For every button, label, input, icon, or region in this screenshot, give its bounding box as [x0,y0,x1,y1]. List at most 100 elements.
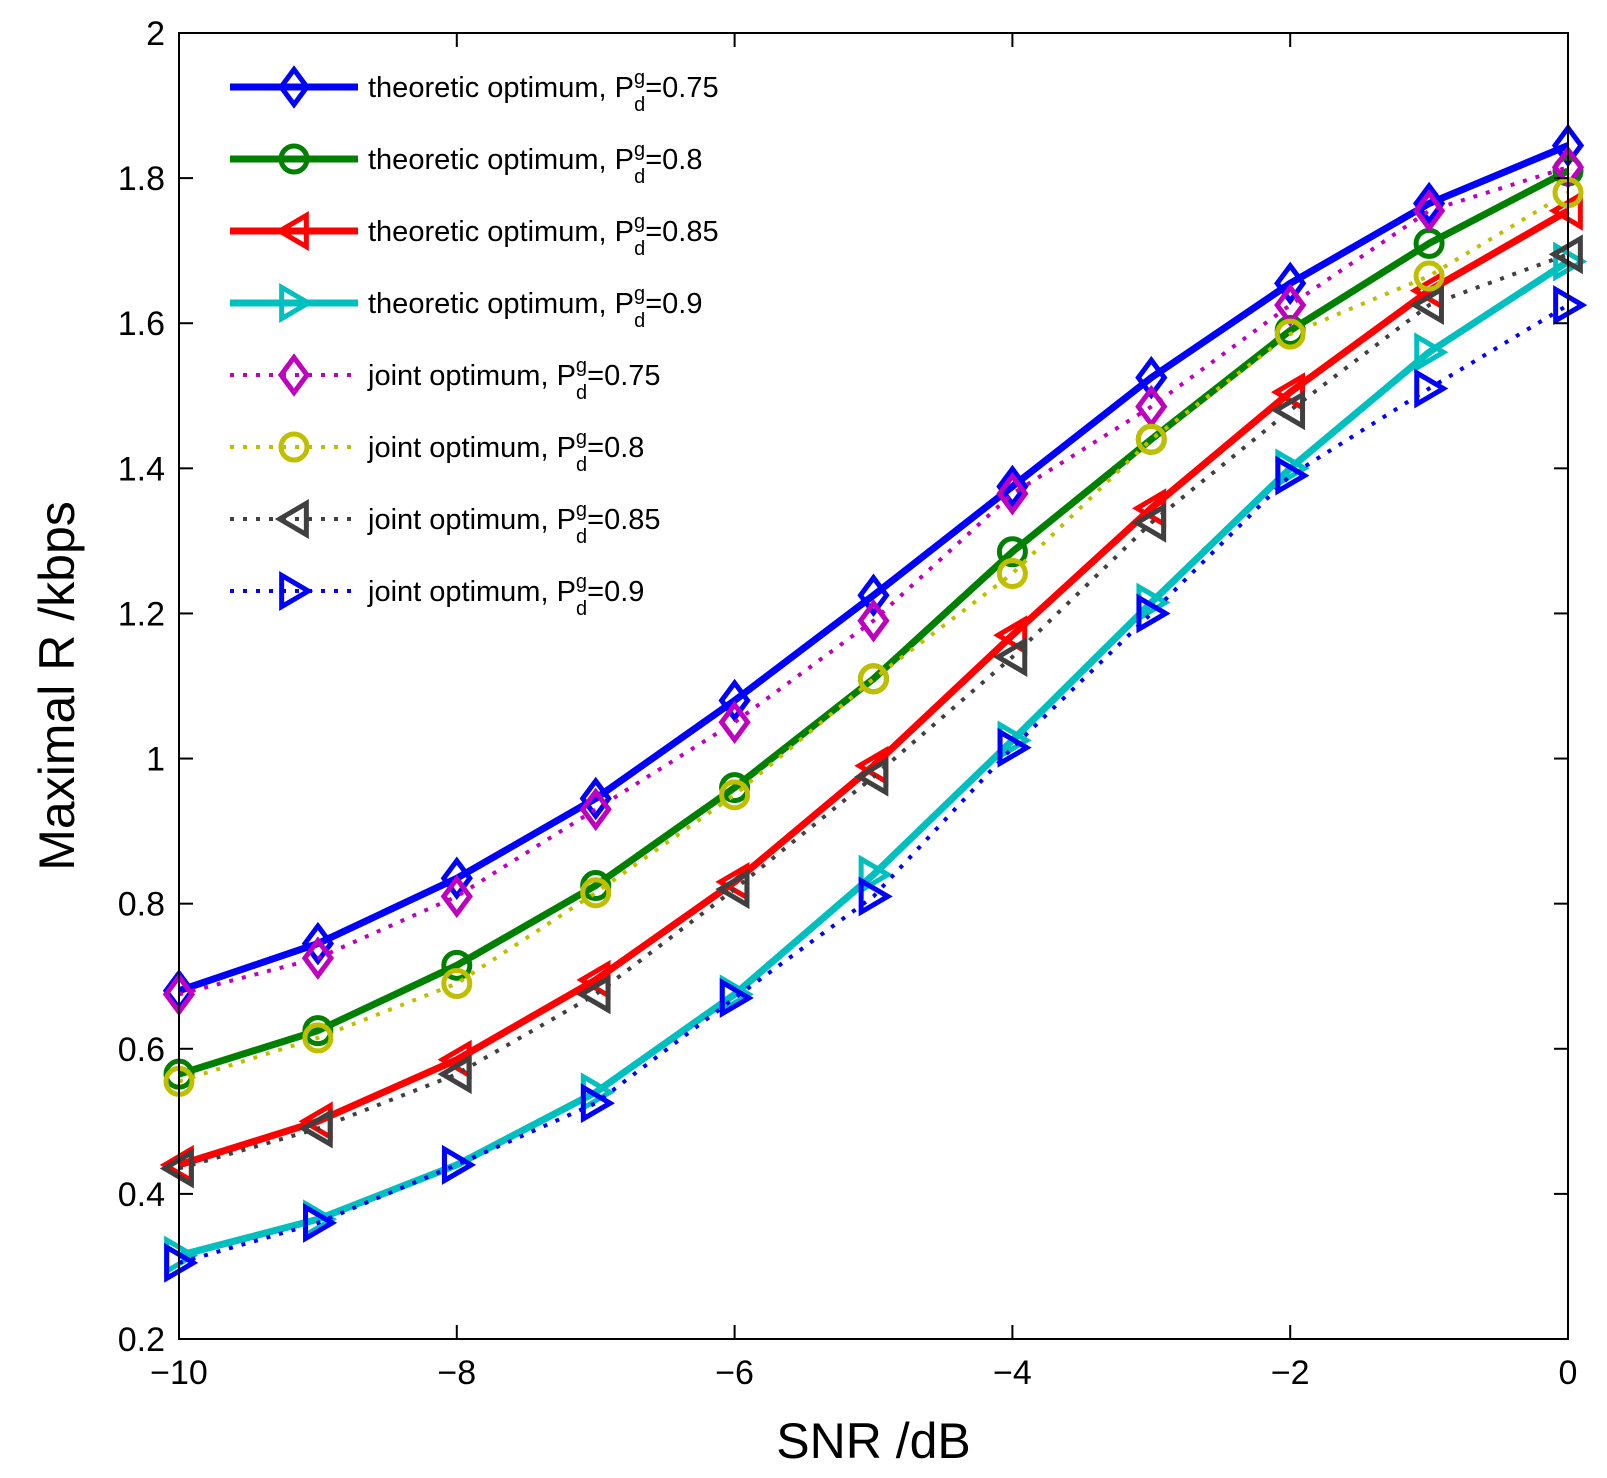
series-line [178,303,1570,1265]
data-point [441,967,473,999]
series-line [178,165,1569,997]
data-point [1275,455,1310,496]
data-point [440,874,473,919]
data-point [1414,368,1449,409]
data-point [580,877,612,909]
data-point [441,949,473,981]
data-point [1132,502,1167,543]
y-tick-label: 1.6 [118,305,165,343]
data-point [858,876,893,917]
x-tick-label: −8 [437,1354,476,1392]
legend-entry-1: theoretic optimum, Pg d=0.75 [230,65,719,116]
legend-label: theoretic optimum, Pg d=0.9 [368,283,702,332]
y-tick-label: 0.2 [118,1321,165,1359]
data-point [719,779,751,811]
data-point [718,678,751,723]
y-tick-label: 1 [146,741,165,779]
series-line [178,258,1570,1259]
data-point [857,598,890,643]
data-point [1414,332,1449,373]
legend-marker [277,353,311,397]
plot-frame [178,32,1569,1340]
data-point [1412,181,1446,226]
x-tick-label: 0 [1559,1354,1578,1392]
legend-entry-8: joint optimum, Pg d=0.9 [230,571,644,620]
data-point [996,464,1029,509]
data-point [996,471,1029,516]
data-point [440,856,473,901]
data-point [1136,593,1171,634]
series-layer [159,123,1588,1283]
x-tick-label: −10 [150,1354,208,1392]
legend-marker [274,211,309,251]
legend-marker [278,143,310,175]
data-point [298,1108,333,1149]
data-point [993,637,1028,677]
legend-label: theoretic optimum, Pg d=0.8 [368,139,702,188]
data-point [580,1083,615,1124]
legend-entry-6: joint optimum, Pg d=0.8 [230,427,644,476]
data-point [1412,189,1446,233]
legend-marker [279,283,314,323]
legend-marker [278,431,310,463]
x-tick-label: −4 [993,1354,1032,1392]
legend-label: theoretic optimum, Pg d=0.75 [368,67,719,116]
data-point [993,615,1028,656]
series-line [178,252,1569,1171]
legend-entry-3: theoretic optimum, Pg d=0.85 [230,211,719,260]
data-point [1135,355,1168,400]
data-point [718,700,751,745]
data-point [301,936,335,980]
data-point [1274,261,1307,306]
data-point [576,974,611,1015]
y-tick-label: 0.8 [118,886,165,924]
x-axis-label: SNR /dB [776,1413,971,1469]
data-point [303,1202,338,1243]
data-point [996,536,1028,568]
x-tick-label: −6 [715,1354,754,1392]
data-point [858,663,889,695]
data-point [579,787,612,832]
legend: theoretic optimum, Pg d=0.75 theoretic opt… [230,65,719,620]
legend-label: theoretic optimum, Pg d=0.85 [368,211,719,260]
data-point [719,978,754,1018]
data-point [857,573,890,618]
series-line [177,167,1570,1078]
legend-label: joint optimum, Pg d=0.75 [367,355,661,404]
x-tick-label: −2 [1271,1354,1310,1392]
data-point [854,756,889,797]
data-point [1135,423,1167,455]
legend-label: joint optimum, Pg d=0.9 [367,571,644,620]
legend-entry-5: joint optimum, Pg d=0.75 [230,353,661,404]
data-point [715,869,750,910]
data-point [1413,260,1445,292]
data-point [1270,390,1306,431]
legend-marker [279,571,314,611]
data-point [997,727,1032,768]
series-1 [162,123,1585,1013]
y-axis-label: Maximal R /kbps [29,501,85,871]
y-tick-label: 1.4 [118,450,165,488]
axes-layer: −10 −8 −6 −4 −2 0 0.2 0.4 0.6 0.8 1 1.2 1.4 1.6 1.8 2 [118,15,1578,1392]
data-point [858,854,893,895]
legend-entry-4: theoretic optimum, Pg d=0.9 [230,283,702,332]
y-tick-label: 1.2 [118,595,165,633]
legend-marker [277,65,311,109]
data-point [579,776,612,821]
series-line [177,142,1570,995]
data-point [441,1144,477,1185]
y-tick-label: 1.8 [118,160,165,198]
data-point [1274,318,1306,350]
data-point [437,1054,472,1095]
legend-entry-7: joint optimum, Pg d=0.85 [230,499,661,548]
data-point [1409,285,1444,326]
legend-entry-2: theoretic optimum, Pg d=0.8 [230,139,702,188]
data-point [301,921,335,966]
data-point [302,1022,334,1054]
y-tick-label: 0.4 [118,1176,165,1214]
y-tick-label: 0.6 [118,1031,165,1069]
legend-label: joint optimum, Pg d=0.85 [367,499,661,548]
y-tick-label: 2 [146,15,165,53]
